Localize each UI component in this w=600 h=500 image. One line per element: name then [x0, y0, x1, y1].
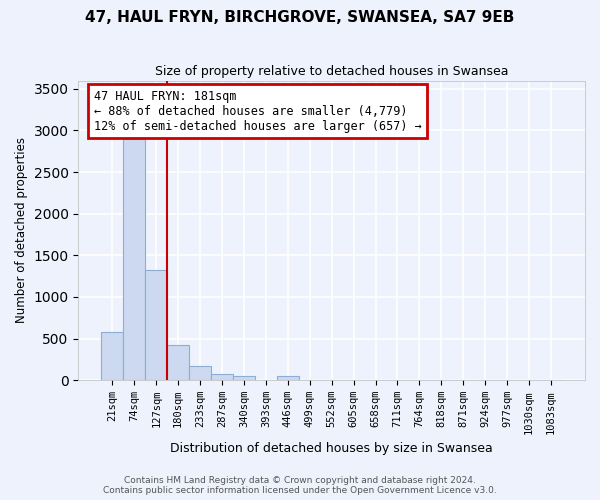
Title: Size of property relative to detached houses in Swansea: Size of property relative to detached ho…	[155, 65, 508, 78]
Bar	[101, 332, 124, 380]
Bar	[233, 376, 255, 380]
Y-axis label: Number of detached properties: Number of detached properties	[15, 138, 28, 324]
Text: 47, HAUL FRYN, BIRCHGROVE, SWANSEA, SA7 9EB: 47, HAUL FRYN, BIRCHGROVE, SWANSEA, SA7 …	[85, 10, 515, 25]
Text: 47 HAUL FRYN: 181sqm
← 88% of detached houses are smaller (4,779)
12% of semi-de: 47 HAUL FRYN: 181sqm ← 88% of detached h…	[94, 90, 421, 132]
Bar	[189, 366, 211, 380]
Bar	[124, 139, 145, 380]
Bar	[211, 374, 233, 380]
Text: Contains HM Land Registry data © Crown copyright and database right 2024.
Contai: Contains HM Land Registry data © Crown c…	[103, 476, 497, 495]
Bar	[277, 376, 299, 380]
X-axis label: Distribution of detached houses by size in Swansea: Distribution of detached houses by size …	[170, 442, 493, 455]
Bar	[145, 270, 167, 380]
Bar	[167, 345, 189, 380]
